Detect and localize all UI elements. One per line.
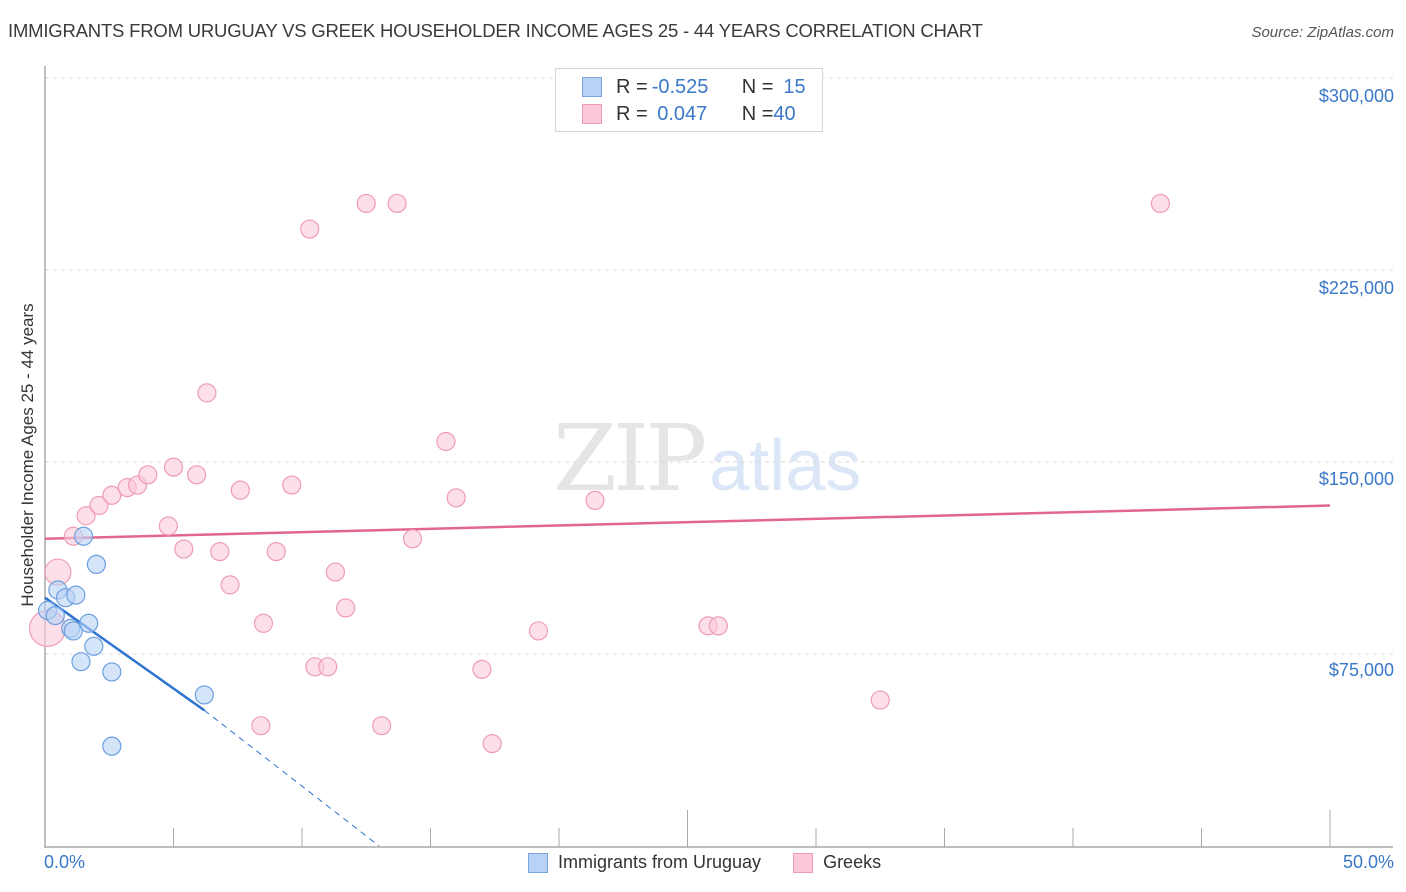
legend-row-greeks: R = 0.047 N = 40	[582, 102, 796, 126]
greeks-data-point	[210, 541, 230, 562]
r-value: 0.047	[651, 102, 708, 125]
r-value: -0.525	[651, 75, 709, 98]
greeks-data-point	[436, 431, 456, 452]
greeks-swatch	[793, 852, 814, 873]
y-tick-75000: $75,000	[1328, 660, 1394, 680]
chart-title: IMMIGRANTS FROM URUGUAY VS GREEK HOUSEHO…	[8, 20, 983, 41]
legend-label: Greeks	[823, 852, 882, 872]
greeks-data-point	[174, 539, 194, 559]
greeks-data-point	[187, 465, 207, 485]
greeks-data-point	[528, 621, 549, 641]
uruguay-points	[37, 526, 214, 756]
uruguay-data-point	[45, 605, 65, 626]
n-value: 40	[773, 102, 796, 125]
x-tick-min: 0.0%	[44, 852, 86, 872]
greeks-data-point	[138, 465, 158, 485]
greeks-data-point	[387, 193, 407, 214]
greeks-data-point	[325, 562, 346, 582]
r-label: R =	[616, 75, 648, 98]
uruguay-data-point	[102, 736, 122, 756]
uruguay-swatch	[582, 77, 602, 97]
greeks-data-point	[300, 219, 320, 239]
greeks-data-point	[220, 575, 240, 595]
uruguay-data-point	[63, 621, 83, 641]
greeks-data-point	[197, 383, 217, 403]
greeks-data-point	[870, 690, 890, 710]
trend-lines	[44, 504, 1331, 847]
source-label: Source: ZipAtlas.com	[1251, 24, 1394, 41]
uruguay-data-point	[84, 636, 104, 656]
uruguay-data-point	[194, 685, 214, 705]
greeks-data-point	[251, 716, 271, 736]
gridlines	[45, 77, 1393, 655]
legend-label: Immigrants from Uruguay	[558, 852, 762, 872]
greeks-trend-line	[44, 504, 1331, 541]
greeks-data-point	[266, 541, 286, 562]
greeks-data-point	[336, 598, 356, 618]
y-tick-150000: $150,000	[1318, 469, 1394, 489]
uruguay-trend-line	[44, 596, 206, 712]
greeks-data-point	[163, 457, 184, 477]
uruguay-data-point	[102, 662, 122, 682]
r-label: R =	[616, 102, 648, 125]
greeks-data-point	[282, 475, 302, 495]
y-tick-300000: $300,000	[1318, 86, 1394, 106]
greeks-data-point	[402, 529, 423, 549]
greeks-data-point	[318, 657, 338, 677]
legend-row-uruguay: R = -0.525 N = 15	[582, 75, 806, 99]
y-axis-label: Householder Income Ages 25 - 44 years	[18, 303, 37, 607]
uruguay-data-point	[86, 554, 107, 575]
greeks-data-point	[1150, 193, 1170, 214]
greeks-data-point	[708, 616, 728, 636]
greeks-data-point	[76, 506, 96, 526]
uruguay-data-point	[66, 585, 86, 605]
greeks-data-point	[585, 490, 605, 510]
axes-lines	[44, 66, 1393, 848]
uruguay-data-point	[79, 613, 99, 633]
uruguay-trend-extension	[204, 709, 380, 847]
x-tick-max: 50.0%	[1342, 852, 1394, 872]
greeks-data-point	[230, 480, 250, 500]
greeks-data-point	[253, 613, 274, 633]
uruguay-data-point	[73, 526, 94, 546]
n-label: N =	[741, 102, 774, 125]
greeks-data-point	[158, 516, 178, 536]
n-label: N =	[741, 75, 774, 98]
greeks-data-point	[372, 716, 392, 736]
greeks-data-point	[446, 488, 466, 508]
correlation-legend: R = -0.525 N = 15 R = 0.047 N = 40	[555, 68, 823, 132]
greeks-points	[28, 193, 1170, 754]
greeks-data-point	[482, 733, 502, 754]
y-tick-225000: $225,000	[1318, 278, 1394, 298]
greeks-swatch	[582, 104, 602, 124]
legend-item-uruguay[interactable]: Immigrants from Uruguay	[528, 852, 761, 873]
uruguay-data-point	[71, 652, 91, 672]
greeks-data-point	[356, 193, 376, 214]
greeks-data-point	[89, 495, 109, 516]
legend-item-greeks[interactable]: Greeks	[793, 852, 881, 873]
n-value: 15	[783, 75, 806, 98]
greeks-data-point	[102, 485, 122, 505]
series-legend: Immigrants from Uruguay Greeks	[528, 852, 913, 873]
uruguay-swatch	[528, 852, 548, 873]
greeks-data-point	[472, 659, 492, 679]
